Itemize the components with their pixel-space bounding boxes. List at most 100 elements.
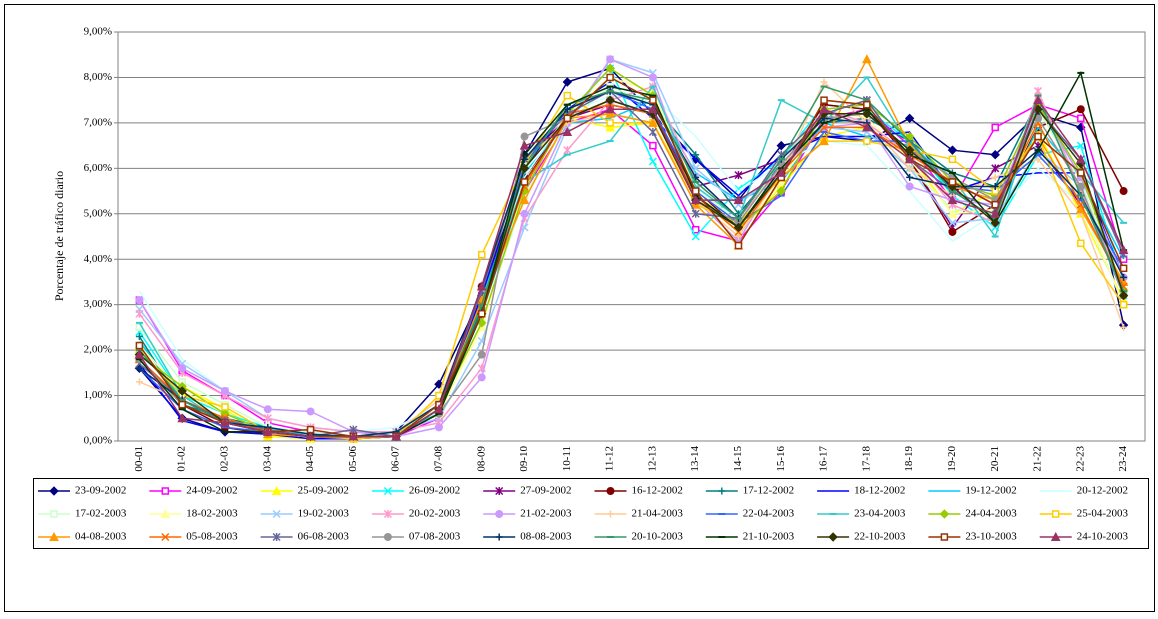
data-point [819,104,829,114]
legend-marker [495,486,504,496]
data-point [520,178,529,186]
data-point [734,184,743,193]
x-tick-label: 11-12 [604,446,616,471]
series-line [138,76,1125,438]
x-tick-label: 10-11 [561,446,573,471]
x-tick-label: 18-19 [903,446,915,472]
data-point [863,100,871,109]
y-tick-label: 0,00% [84,435,112,447]
y-tick-label: 4,00% [84,253,112,265]
y-tick-label: 7,00% [84,116,112,128]
legend-label: 06-08-2003 [298,531,350,543]
y-tick-label: 5,00% [84,207,112,219]
legend-marker [383,509,392,519]
legend-label: 04-08-2003 [75,531,127,543]
data-point [562,126,573,136]
data-point [904,145,915,155]
legend-label: 05-08-2003 [186,531,238,543]
data-point [1076,141,1085,150]
x-tick-label: 02-03 [219,446,231,472]
data-point [563,114,572,123]
legend-label: 21-02-2003 [520,508,572,520]
data-point [563,91,572,100]
x-tick-label: 19-20 [946,446,958,472]
data-point [1120,273,1128,281]
data-point [135,309,144,318]
data-point [1119,264,1128,273]
data-point [691,187,700,195]
x-tick-label: 12-13 [646,446,658,472]
data-point [904,154,915,164]
data-point [263,405,272,414]
data-point [520,132,529,141]
legend-label: 24-09-2002 [186,485,237,497]
data-point [948,155,957,163]
legend-marker [383,533,392,541]
data-point [820,96,828,104]
data-point [605,104,615,114]
data-point [1119,187,1128,196]
legend-marker [1051,510,1060,518]
data-point [862,109,872,119]
legend-label: 24-04-2003 [965,508,1017,520]
legend-marker [718,487,726,495]
legend-marker [161,532,170,542]
data-point [862,54,872,64]
data-point [1077,114,1085,123]
legend-marker [49,486,59,496]
x-tick-label: 17-18 [860,446,872,472]
data-point [648,117,658,127]
legend-label: 20-10-2003 [632,531,684,543]
data-point [991,173,999,181]
legend-marker [161,487,170,495]
legend-label: 18-02-2003 [186,508,238,520]
data-point [262,426,273,436]
data-point [947,195,958,205]
legend-marker [940,533,949,541]
legend-label: 24-10-2003 [1077,531,1129,543]
legend-box [33,478,1149,549]
x-tick-label: 16-17 [818,446,830,472]
data-point [1119,300,1128,309]
data-point [605,63,615,74]
x-tick-label: 13-14 [689,446,701,472]
data-point [906,173,914,181]
data-point [1034,132,1042,141]
data-point [134,349,145,359]
data-point [1076,105,1085,114]
legend-marker [606,487,615,495]
x-tick-label: 20-21 [989,446,1001,472]
data-point [135,364,143,372]
data-point [776,186,786,196]
data-point [733,195,744,205]
data-point [1077,239,1085,248]
data-point [691,209,700,218]
data-point [177,386,187,396]
data-point [562,77,573,87]
data-point [906,164,914,172]
data-point [948,227,957,236]
legend-label: 20-12-2002 [1077,485,1128,497]
data-point [263,414,272,423]
data-point [991,164,1000,173]
data-point [135,378,143,386]
data-point [819,136,829,146]
data-point [477,373,486,382]
x-tick-label: 22-23 [1074,446,1086,472]
data-point [135,332,143,340]
x-tick-label: 07-08 [432,446,444,472]
data-point [862,122,872,132]
legend-label: 27-09-2002 [520,485,571,497]
data-point [904,113,915,124]
data-point [863,137,871,145]
legend-label: 25-04-2003 [1077,508,1129,520]
data-point [948,178,957,186]
legend-marker [495,510,504,518]
data-point [221,403,229,411]
x-tick-label: 08-09 [475,446,487,472]
data-point [820,78,828,86]
legend-marker [495,533,503,541]
x-tick-label: 00-01 [133,446,145,472]
data-point [477,250,486,259]
